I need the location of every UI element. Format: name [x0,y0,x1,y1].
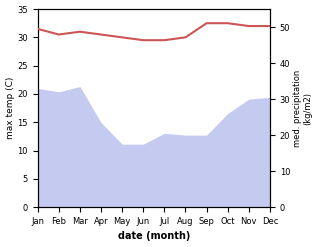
Y-axis label: max temp (C): max temp (C) [5,77,15,139]
Y-axis label: med. precipitation
(kg/m2): med. precipitation (kg/m2) [293,69,313,147]
X-axis label: date (month): date (month) [118,231,190,242]
